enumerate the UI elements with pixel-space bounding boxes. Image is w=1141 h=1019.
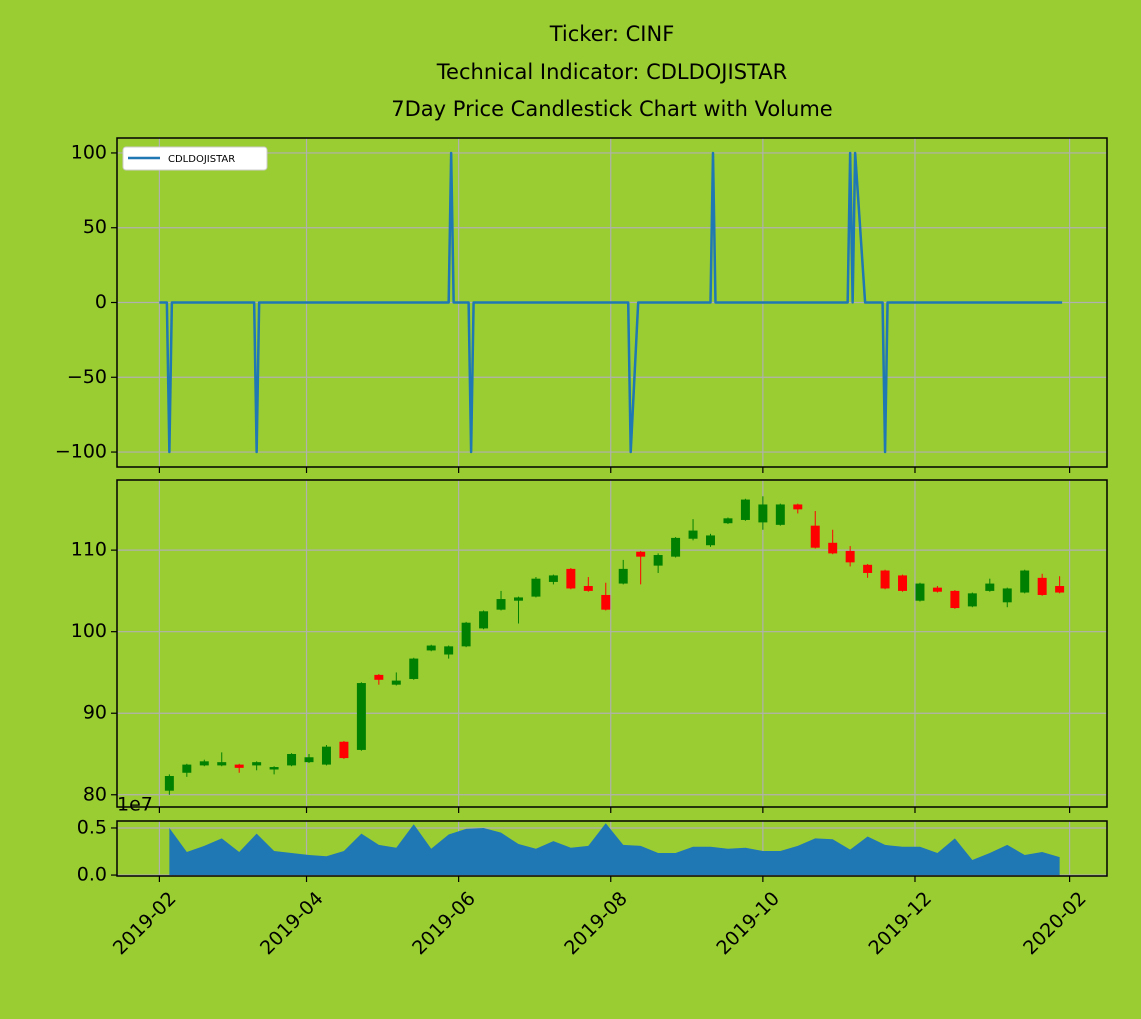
candle-body [339,741,349,759]
candle-body [234,764,244,768]
legend-label: CDLDOJISTAR [168,154,235,165]
indicator-line [159,151,1063,454]
candle-body [706,535,715,546]
candle-body [199,761,209,766]
candle-body [671,537,681,557]
candle-body [548,575,558,582]
y-tick-label: 100 [71,620,107,642]
candle-body [444,646,454,655]
candle-body [182,764,192,773]
candle-body [496,599,506,610]
candle-body [164,776,174,791]
candle-body [653,555,663,566]
candle-body [985,583,995,591]
y-tick-label: 80 [83,783,107,805]
y-tick-label: −100 [55,441,107,463]
axes-frame [116,479,1108,808]
candle-body [583,586,593,591]
candle-body [932,587,942,592]
candle-body [252,762,262,766]
y-tick-label: 50 [83,216,107,238]
candle-body [758,504,768,523]
candle-body [217,762,227,766]
candle-body [321,746,331,765]
candle-body [967,593,977,607]
title-line: Technical Indicator: CDLDOJISTAR [436,60,787,84]
candle-body [880,570,890,589]
candle-body [775,504,785,525]
title-line: Ticker: CINF [549,22,675,46]
candle-body [566,568,576,589]
title-line: 7Day Price Candlestick Chart with Volume [391,97,832,121]
candle-body [845,550,855,563]
candle-body [304,757,314,763]
offset-text: 1e7 [117,794,153,816]
candle-body [531,578,541,597]
candle-body [863,564,873,573]
candle-body [618,568,628,584]
axes-frame [116,137,1108,468]
candle-body [426,645,436,651]
candle-body [740,499,750,520]
legend-box [122,146,268,171]
y-tick-label: 90 [83,702,107,724]
candle-body [1020,570,1030,593]
y-tick-label: 0.0 [77,864,107,886]
volume-area [169,823,1060,876]
candle-body [287,753,297,766]
candle-body [636,551,646,557]
y-tick-label: 0 [95,291,107,313]
candle-body [374,674,384,680]
y-tick-label: 0.5 [77,816,107,838]
candle-body [513,597,523,601]
candle-body [1037,577,1047,595]
candle-body [828,542,838,554]
candle-body [479,611,489,629]
candle-body [723,518,733,524]
candle-body [269,767,279,770]
y-tick-label: 100 [71,141,107,163]
candle-body [461,622,471,647]
candle-body [810,525,820,548]
candle-body [793,504,803,510]
axes-frame [116,820,1108,877]
candle-body [601,594,611,610]
candle-body [1002,588,1012,603]
candle-body [950,590,960,609]
y-tick-label: −50 [67,366,107,388]
candle-body [409,658,419,679]
candle-body [915,583,925,601]
y-tick-label: 110 [71,539,107,561]
candle-body [391,680,401,685]
candle-body [1055,586,1065,593]
candle-body [356,683,366,750]
candle-body [688,530,698,539]
candle-body [898,575,908,591]
